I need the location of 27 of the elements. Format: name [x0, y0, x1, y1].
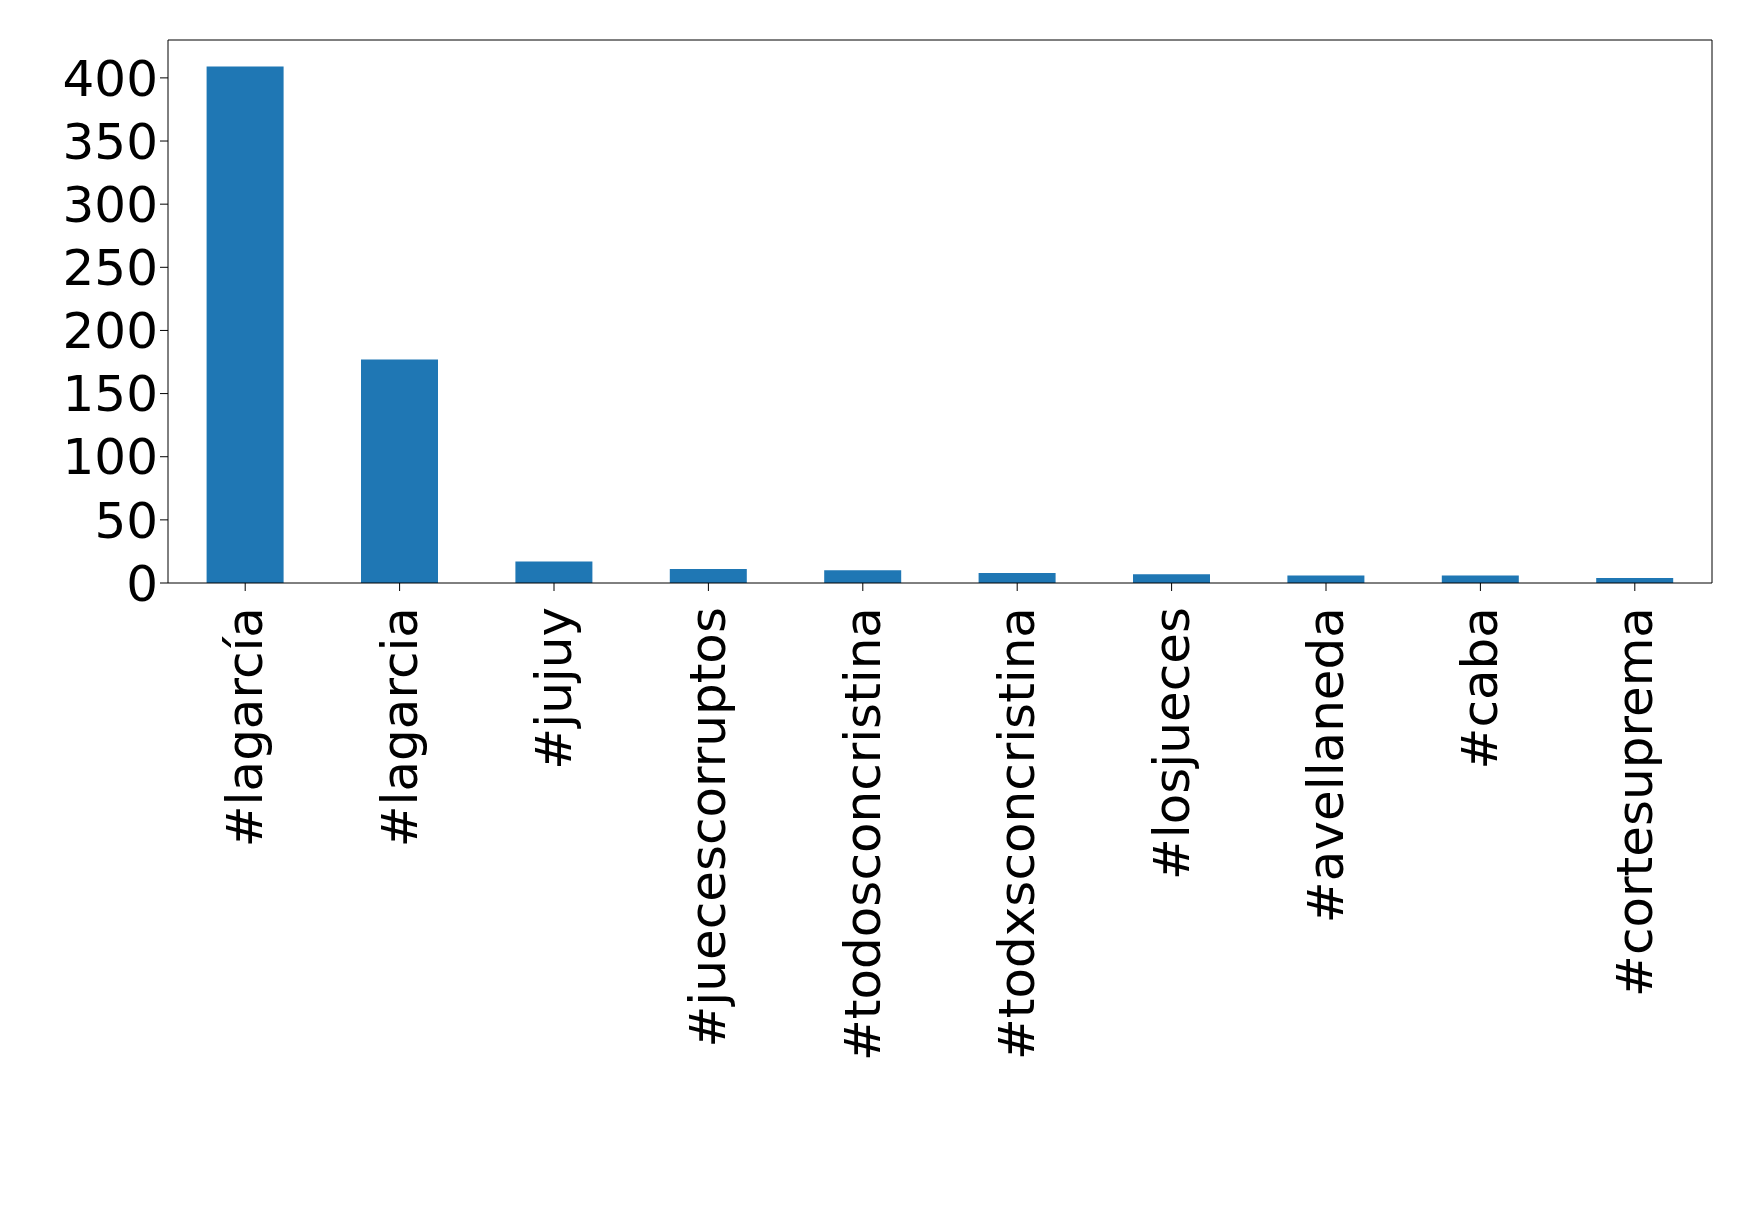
x-tick-label: #todosconcristina	[833, 607, 892, 1062]
y-tick-label: 200	[62, 302, 158, 361]
y-tick-label: 300	[62, 175, 158, 234]
x-tick-label: #caba	[1451, 607, 1510, 770]
x-tick-label: #lagarcia	[370, 607, 429, 848]
y-tick-label: 250	[62, 239, 158, 298]
bar	[206, 66, 284, 583]
y-tick-label: 50	[94, 491, 158, 550]
x-tick-label: #losjueces	[1142, 607, 1201, 881]
y-tick-label: 350	[62, 112, 158, 171]
bar	[1133, 574, 1210, 583]
x-tick-label: #cortesuprema	[1605, 607, 1664, 997]
bar	[824, 570, 902, 583]
x-tick-label: #avellaneda	[1297, 607, 1355, 924]
x-tick-label: #juecescorruptos	[679, 607, 738, 1048]
bar	[1287, 575, 1365, 583]
bar	[669, 569, 747, 583]
x-tick-label: #todxsconcristina	[988, 607, 1047, 1061]
y-tick-label: 0	[126, 554, 158, 613]
bar	[515, 561, 593, 583]
y-tick-label: 100	[62, 428, 158, 487]
x-tick-label: #jujuy	[525, 607, 583, 770]
bar	[361, 359, 438, 583]
bar	[1441, 575, 1519, 583]
x-tick-label: #lagarcía	[216, 607, 275, 848]
y-tick-label: 150	[62, 365, 158, 424]
y-tick-label: 400	[62, 49, 158, 108]
